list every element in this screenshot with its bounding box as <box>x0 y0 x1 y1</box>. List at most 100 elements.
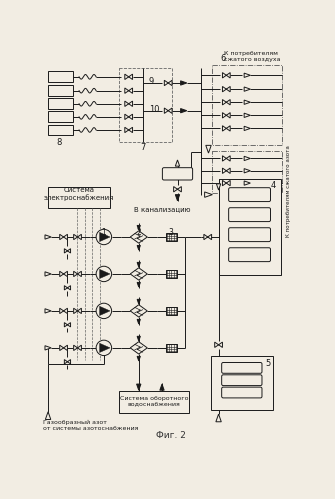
Polygon shape <box>244 73 250 77</box>
Circle shape <box>63 347 64 348</box>
Text: К потребителям
сжатого воздуха: К потребителям сжатого воздуха <box>224 51 280 62</box>
Polygon shape <box>174 187 178 192</box>
Polygon shape <box>164 80 168 86</box>
Polygon shape <box>226 126 230 131</box>
Polygon shape <box>74 235 77 240</box>
Circle shape <box>67 287 68 288</box>
Polygon shape <box>137 384 141 390</box>
Text: В канализацию: В канализацию <box>134 206 190 212</box>
Bar <box>48 71 73 82</box>
Polygon shape <box>125 88 129 93</box>
Polygon shape <box>64 285 67 290</box>
Polygon shape <box>64 235 67 240</box>
Circle shape <box>63 237 64 238</box>
Polygon shape <box>137 336 140 341</box>
Bar <box>48 125 73 135</box>
Polygon shape <box>137 299 140 304</box>
Polygon shape <box>244 113 250 117</box>
Polygon shape <box>130 231 147 243</box>
Circle shape <box>67 361 68 362</box>
FancyBboxPatch shape <box>222 362 262 373</box>
Circle shape <box>226 115 227 116</box>
Polygon shape <box>206 145 211 153</box>
FancyBboxPatch shape <box>229 248 270 261</box>
Polygon shape <box>45 235 51 239</box>
Polygon shape <box>99 343 110 352</box>
Polygon shape <box>205 192 212 197</box>
Polygon shape <box>137 282 140 287</box>
Circle shape <box>96 340 112 356</box>
Polygon shape <box>125 74 129 79</box>
Polygon shape <box>67 285 71 290</box>
Polygon shape <box>216 184 221 190</box>
Circle shape <box>77 273 78 274</box>
Circle shape <box>226 183 227 184</box>
FancyBboxPatch shape <box>222 387 262 398</box>
FancyBboxPatch shape <box>229 188 270 202</box>
Polygon shape <box>160 384 164 390</box>
Polygon shape <box>45 412 51 420</box>
Polygon shape <box>99 269 110 278</box>
Polygon shape <box>45 309 51 313</box>
Polygon shape <box>178 187 181 192</box>
Circle shape <box>77 310 78 311</box>
Polygon shape <box>222 180 226 186</box>
Text: Фиг. 2: Фиг. 2 <box>156 431 186 440</box>
Text: 2: 2 <box>136 228 141 237</box>
Polygon shape <box>129 88 133 93</box>
Polygon shape <box>244 126 250 131</box>
Polygon shape <box>77 235 81 240</box>
Bar <box>48 187 110 209</box>
Polygon shape <box>244 87 250 91</box>
Polygon shape <box>244 100 250 104</box>
Polygon shape <box>226 113 230 118</box>
Circle shape <box>96 229 112 245</box>
Polygon shape <box>125 127 129 133</box>
Polygon shape <box>125 114 129 120</box>
Text: К потребителям сжатого азота: К потребителям сжатого азота <box>286 145 291 237</box>
Text: Система
электроснабжения: Система электроснабжения <box>44 187 114 201</box>
Circle shape <box>128 76 129 77</box>
Text: 10: 10 <box>149 104 159 114</box>
Polygon shape <box>64 345 67 351</box>
FancyBboxPatch shape <box>222 375 262 386</box>
Polygon shape <box>45 272 51 276</box>
Polygon shape <box>181 81 187 85</box>
Text: 5: 5 <box>265 359 270 368</box>
Polygon shape <box>129 114 133 120</box>
Circle shape <box>63 310 64 311</box>
Polygon shape <box>137 226 140 230</box>
Polygon shape <box>125 101 129 106</box>
Polygon shape <box>64 249 67 253</box>
Polygon shape <box>64 308 67 313</box>
Polygon shape <box>64 360 67 364</box>
Circle shape <box>177 189 178 190</box>
Circle shape <box>128 103 129 104</box>
Bar <box>48 111 73 122</box>
Circle shape <box>168 110 169 111</box>
Circle shape <box>226 102 227 103</box>
Polygon shape <box>67 360 71 364</box>
Circle shape <box>77 237 78 238</box>
Polygon shape <box>204 235 208 240</box>
Circle shape <box>207 237 208 238</box>
FancyBboxPatch shape <box>229 228 270 242</box>
Text: Газообразный азот
от системы азотоснабжения: Газообразный азот от системы азотоснабже… <box>44 420 139 431</box>
Polygon shape <box>74 345 77 351</box>
Bar <box>166 269 177 278</box>
Text: 4: 4 <box>271 181 276 190</box>
Polygon shape <box>222 126 226 131</box>
Circle shape <box>77 347 78 348</box>
Polygon shape <box>226 72 230 78</box>
Polygon shape <box>130 342 147 354</box>
Polygon shape <box>216 414 221 422</box>
Polygon shape <box>45 346 51 350</box>
Polygon shape <box>64 271 67 276</box>
Polygon shape <box>60 345 64 351</box>
Bar <box>212 151 282 193</box>
Polygon shape <box>226 168 230 174</box>
Polygon shape <box>130 268 147 280</box>
Text: 1: 1 <box>102 228 106 237</box>
Polygon shape <box>222 86 226 92</box>
Polygon shape <box>77 308 81 313</box>
